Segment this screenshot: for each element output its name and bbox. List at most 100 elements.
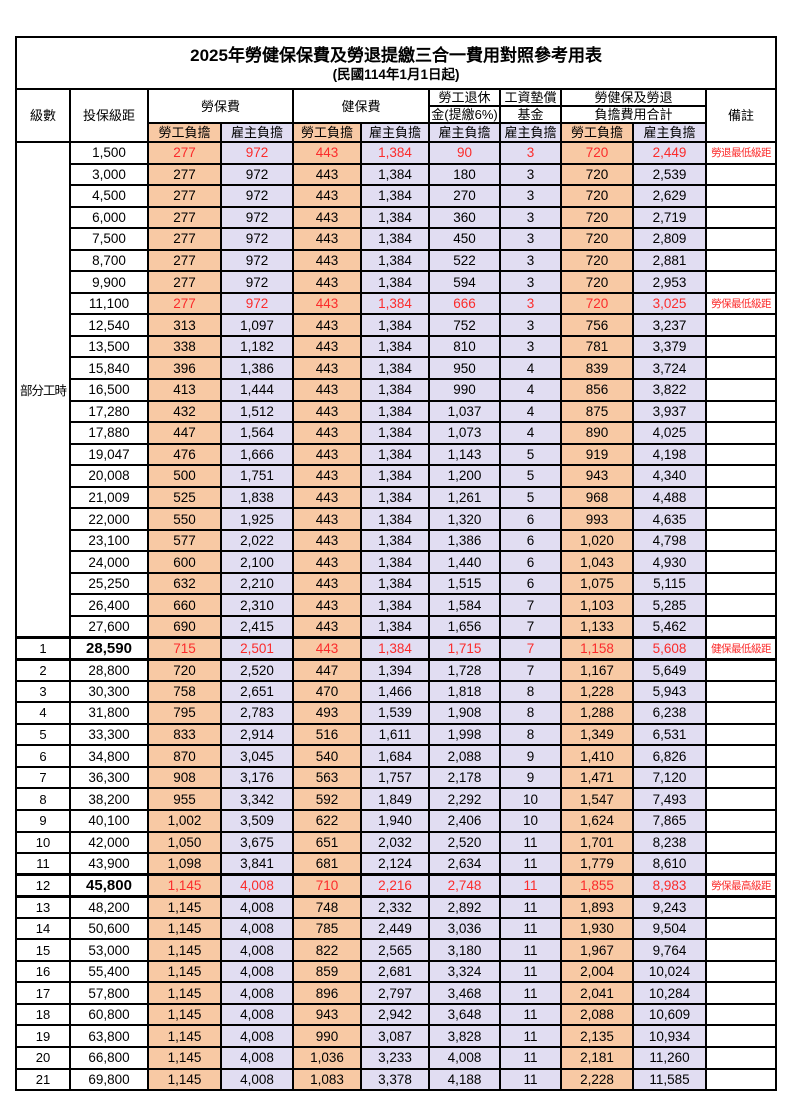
total-employer-cell: 9,764 xyxy=(632,938,707,962)
level-cell: 13 xyxy=(15,895,71,919)
header-total-line1: 勞健保及勞退 xyxy=(560,88,707,107)
note-cell xyxy=(704,442,778,467)
wage-fund-cell: 11 xyxy=(499,895,562,919)
table-row: 26,400 660 2,310 443 1,384 1,584 7 1,103 5,285 xyxy=(16,593,778,618)
pension-employer-cell: 1,908 xyxy=(428,701,501,725)
labor-employee-cell: 476 xyxy=(147,442,222,467)
health-employee-cell: 443 xyxy=(292,399,362,424)
pension-employer-cell: 1,386 xyxy=(428,528,501,553)
health-employer-cell: 1,384 xyxy=(360,141,430,165)
labor-employer-cell: 972 xyxy=(220,141,294,165)
level-cell: 17 xyxy=(15,981,71,1005)
total-employee-cell: 756 xyxy=(560,313,634,337)
bracket-cell: 31,800 xyxy=(69,701,149,725)
health-employee-cell: 896 xyxy=(292,981,362,1005)
header-note: 備註 xyxy=(704,88,778,143)
level-cell: 7 xyxy=(15,765,71,790)
health-employer-cell: 1,384 xyxy=(360,184,430,208)
pension-employer-cell: 1,998 xyxy=(428,722,501,747)
level-cell: 12 xyxy=(15,873,71,898)
health-employee-cell: 651 xyxy=(292,830,362,855)
note-cell: 勞保最高級距 xyxy=(704,873,778,898)
bracket-cell: 26,400 xyxy=(69,593,149,618)
bracket-cell: 28,590 xyxy=(69,636,149,661)
health-employer-cell: 1,384 xyxy=(360,507,430,531)
labor-employer-cell: 972 xyxy=(220,162,294,187)
pension-employer-cell: 1,818 xyxy=(428,679,501,704)
health-employee-cell: 443 xyxy=(292,550,362,574)
pension-employer-cell: 360 xyxy=(428,205,501,230)
labor-employer-cell: 972 xyxy=(220,270,294,294)
health-employee-cell: 443 xyxy=(292,141,362,165)
total-employer-cell: 8,983 xyxy=(632,873,707,898)
total-employer-cell: 2,953 xyxy=(632,270,707,294)
pension-employer-cell: 4,188 xyxy=(428,1067,501,1092)
health-employer-cell: 3,087 xyxy=(360,1024,430,1048)
note-cell: 健保最低級距 xyxy=(704,636,778,661)
bracket-cell: 11,100 xyxy=(69,291,149,316)
health-employer-cell: 3,378 xyxy=(360,1067,430,1092)
total-employer-cell: 3,724 xyxy=(632,356,707,380)
bracket-cell: 7,500 xyxy=(69,227,149,251)
labor-employee-cell: 1,145 xyxy=(147,1002,222,1027)
pension-employer-cell: 594 xyxy=(428,270,501,294)
note-cell xyxy=(704,550,778,574)
table-row: 20 66,800 1,145 4,008 1,036 3,233 4,008 11 2,181… xyxy=(15,1045,778,1070)
table-row: 18 60,800 1,145 4,008 943 2,942 3,648 11 2,088 10… xyxy=(15,1002,778,1027)
total-employer-cell: 2,719 xyxy=(632,205,707,230)
note-cell xyxy=(704,765,778,790)
wage-fund-cell: 7 xyxy=(499,636,562,661)
wage-fund-cell: 3 xyxy=(499,227,562,251)
health-employee-cell: 710 xyxy=(292,873,362,898)
level-cell: 6 xyxy=(15,744,71,768)
wage-fund-cell: 11 xyxy=(499,1045,562,1070)
wage-fund-cell: 5 xyxy=(499,464,562,488)
health-employee-cell: 563 xyxy=(292,765,362,790)
health-employee-cell: 443 xyxy=(292,356,362,380)
labor-employer-cell: 4,008 xyxy=(220,916,294,941)
level-cell: 5 xyxy=(15,722,71,747)
table-row: 21,009 525 1,838 443 1,384 1,261 5 968 4,488 xyxy=(16,485,778,510)
total-employer-cell: 6,531 xyxy=(632,722,707,747)
wage-fund-cell: 5 xyxy=(499,442,562,467)
table-row: 22,000 550 1,925 443 1,384 1,320 6 993 4,635 xyxy=(16,507,778,531)
total-employer-cell: 9,504 xyxy=(632,916,707,941)
wage-fund-cell: 11 xyxy=(499,873,562,898)
bracket-cell: 42,000 xyxy=(69,830,149,855)
health-employee-cell: 443 xyxy=(292,421,362,445)
total-employee-cell: 943 xyxy=(560,464,634,488)
labor-employer-cell: 2,210 xyxy=(220,571,294,596)
labor-employee-cell: 715 xyxy=(147,636,222,661)
labor-employer-cell: 972 xyxy=(220,248,294,273)
wage-fund-cell: 8 xyxy=(499,679,562,704)
bracket-cell: 28,800 xyxy=(69,658,149,682)
wage-fund-cell: 11 xyxy=(499,830,562,855)
bracket-cell: 30,300 xyxy=(69,679,149,704)
table-row: 6,000 277 972 443 1,384 360 3 720 2,719 xyxy=(16,205,778,230)
pension-employer-cell: 2,520 xyxy=(428,830,501,855)
health-employee-cell: 443 xyxy=(292,205,362,230)
bracket-cell: 43,900 xyxy=(69,852,149,876)
bracket-cell: 25,250 xyxy=(69,571,149,596)
labor-employer-cell: 3,675 xyxy=(220,830,294,855)
health-employer-cell: 1,384 xyxy=(360,421,430,445)
level-cell: 20 xyxy=(15,1045,71,1070)
wage-fund-cell: 3 xyxy=(499,141,562,165)
total-employee-cell: 1,103 xyxy=(560,593,634,618)
total-employer-cell: 4,635 xyxy=(632,507,707,531)
labor-employer-cell: 2,415 xyxy=(220,615,294,639)
wage-fund-cell: 11 xyxy=(499,1002,562,1027)
labor-employer-cell: 4,008 xyxy=(220,895,294,919)
table-row: 6 34,800 870 3,045 540 1,684 2,088 9 1,410 6,826 xyxy=(15,744,778,768)
pension-employer-cell: 1,143 xyxy=(428,442,501,467)
pension-employer-cell: 666 xyxy=(428,291,501,316)
bracket-cell: 4,500 xyxy=(69,184,149,208)
health-employee-cell: 443 xyxy=(292,313,362,337)
wage-fund-cell: 3 xyxy=(499,205,562,230)
total-employee-cell: 1,349 xyxy=(560,722,634,747)
health-employer-cell: 1,384 xyxy=(360,571,430,596)
wage-fund-cell: 3 xyxy=(499,313,562,337)
note-cell xyxy=(704,852,778,876)
total-employer-cell: 2,629 xyxy=(632,184,707,208)
total-employee-cell: 2,228 xyxy=(560,1067,634,1092)
